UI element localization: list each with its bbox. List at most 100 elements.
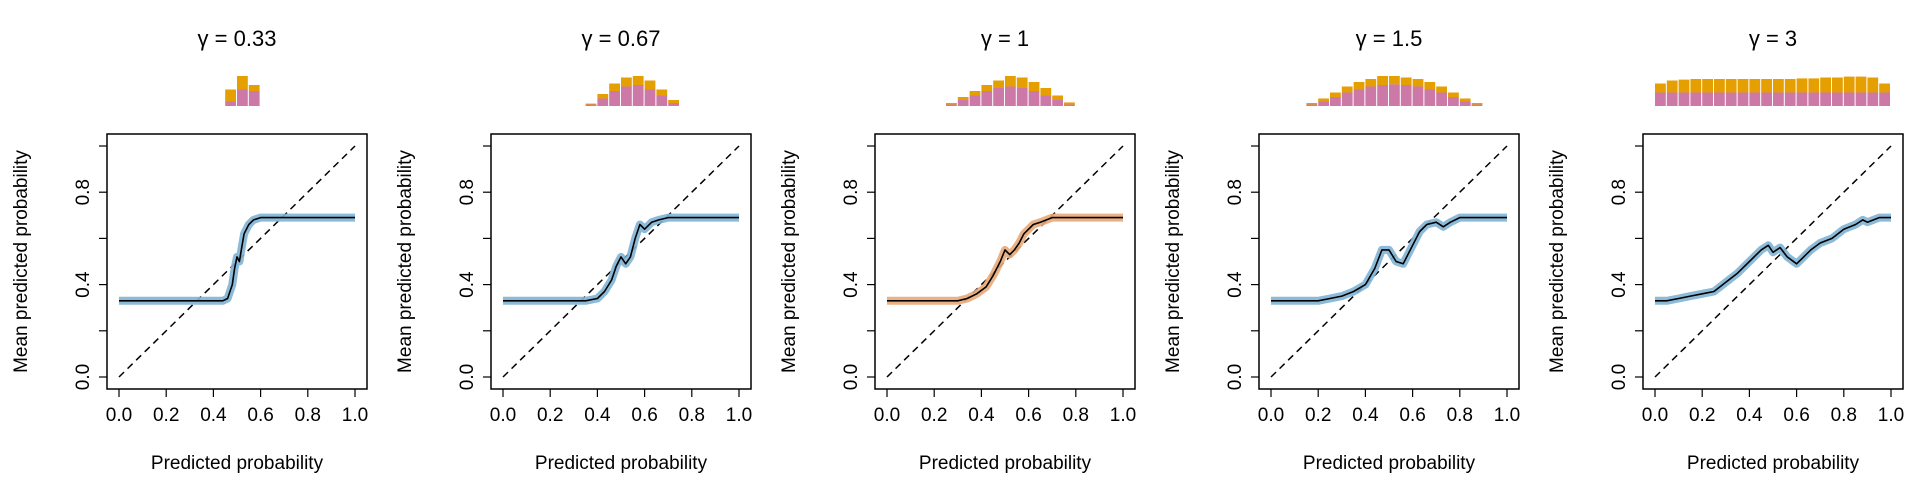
y-tick-label: 0.8 (73, 179, 94, 205)
histogram-bar-top (1005, 76, 1016, 87)
histogram-bar-top (1655, 83, 1666, 93)
histogram-bar-bottom (1459, 101, 1471, 106)
x-tick-label: 0.8 (1831, 405, 1857, 426)
histogram-bar-top (1306, 103, 1318, 105)
histogram-bar-top (1749, 79, 1761, 93)
histogram-bar-top (1737, 79, 1749, 93)
histogram-bar-top (1064, 102, 1075, 105)
histogram-bar-top (609, 83, 620, 91)
histogram-bar-bottom (1412, 86, 1424, 106)
histogram-bar-bottom (1808, 92, 1820, 106)
histogram-bar-bottom (1867, 92, 1879, 106)
x-tick-label: 0.8 (1447, 405, 1473, 426)
histogram-bar-bottom (1436, 92, 1447, 106)
plot-frame (106, 133, 368, 390)
histogram-bar-bottom (1678, 92, 1690, 106)
histogram-bar-bottom (1400, 85, 1412, 106)
histogram-bar-bottom (957, 100, 969, 106)
histogram-bar-top (237, 76, 248, 90)
histogram-bar-top (1855, 76, 1867, 93)
histogram-bar-top (632, 76, 644, 85)
y-tick-label: 0.4 (1609, 271, 1630, 298)
histogram-bar-bottom (1052, 100, 1063, 106)
histogram-bar-bottom (656, 95, 668, 106)
histogram-bar-top (1773, 79, 1784, 93)
histogram-bar-bottom (1005, 86, 1016, 106)
histogram-bar-top (1714, 79, 1725, 93)
y-tick-label: 0.4 (1225, 271, 1246, 298)
x-axis-title: Predicted probability (1687, 453, 1860, 474)
histogram-bar-top (1040, 88, 1052, 96)
y-tick-label: 0.4 (73, 271, 94, 298)
panel-5: γ = 3 0.0 0.2 0.4 0.6 0.8 1.0 0.0 0.4 0.8 Predicte… (1547, 26, 1904, 474)
y-tick-label: 0.0 (73, 364, 94, 390)
y-tick-label: 0.0 (457, 364, 478, 390)
histogram-bar-top (946, 103, 957, 105)
y-tick-label: 0.4 (457, 271, 478, 298)
reference-diagonal (886, 145, 1124, 378)
histogram-bar-bottom (946, 104, 957, 106)
x-tick-label: 0.4 (1352, 405, 1379, 426)
x-axis-title: Predicted probability (919, 453, 1092, 474)
histogram-bar-top (1796, 78, 1808, 93)
x-tick-label: 0.6 (1399, 405, 1425, 426)
calibration-line (1655, 216, 1891, 302)
histogram-bar-bottom (1353, 89, 1365, 106)
histogram-bar-bottom (632, 85, 644, 106)
x-tick-label: 0.2 (153, 405, 179, 426)
panel-title: γ = 3 (1749, 26, 1797, 51)
x-tick-label: 0.4 (968, 405, 995, 426)
plot-frame (874, 133, 1136, 390)
panel-title: γ = 1.5 (1356, 26, 1423, 51)
histogram-bar-bottom (1365, 86, 1377, 106)
histogram-bar-top (585, 103, 597, 105)
histogram-bar-bottom (1879, 92, 1890, 106)
x-tick-label: 0.6 (247, 405, 273, 426)
x-axis-title: Predicted probability (535, 453, 708, 474)
histogram-bar-top (1702, 79, 1713, 93)
histogram-bar-bottom (585, 104, 597, 106)
histogram-bar-top (1879, 83, 1890, 93)
x-axis-title: Predicted probability (1303, 453, 1476, 474)
x-tick-label: 0.6 (1783, 405, 1809, 426)
histogram-bar-top (1424, 82, 1436, 90)
panel-title: γ = 0.67 (582, 26, 661, 51)
reference-diagonal (1654, 145, 1892, 378)
x-tick-label: 0.0 (106, 405, 132, 426)
x-tick-label: 0.0 (874, 405, 900, 426)
panel-title: γ = 0.33 (198, 26, 277, 51)
y-tick-label: 0.8 (457, 179, 478, 205)
x-tick-label: 0.6 (1015, 405, 1041, 426)
x-tick-label: 0.8 (295, 405, 321, 426)
histogram-bar-top (1459, 98, 1471, 102)
histogram-bar-bottom (1040, 95, 1052, 106)
x-tick-label: 1.0 (1494, 405, 1520, 426)
confidence-band (503, 213, 739, 305)
histogram-bar-bottom (237, 89, 248, 106)
histogram-bar-top (621, 77, 632, 87)
histogram-bar-bottom (1318, 101, 1329, 106)
calibration-line (119, 216, 355, 302)
histogram-bar-bottom (1714, 92, 1725, 106)
x-tick-label: 0.0 (1642, 405, 1668, 426)
x-tick-label: 0.2 (537, 405, 563, 426)
y-tick-label: 0.8 (841, 179, 862, 205)
y-axis-title: Mean predicted probability (395, 150, 416, 373)
reference-diagonal (1270, 145, 1508, 378)
y-axis-title: Mean predicted probability (11, 150, 32, 373)
x-tick-label: 0.8 (679, 405, 705, 426)
histogram-bar-bottom (1064, 104, 1075, 106)
histogram-bar-top (1678, 79, 1690, 93)
y-tick-label: 0.0 (1609, 364, 1630, 390)
histogram-bar-top (225, 89, 236, 102)
y-tick-label: 0.0 (841, 364, 862, 390)
x-tick-label: 1.0 (726, 405, 752, 426)
plot-frame (1258, 133, 1520, 390)
x-tick-label: 0.8 (1063, 405, 1089, 426)
histogram-bar-top (1400, 77, 1412, 85)
y-axis-title: Mean predicted probability (779, 150, 800, 373)
histogram-bar-top (656, 89, 668, 96)
histogram-bar-bottom (621, 86, 632, 106)
histogram-bar-top (1353, 82, 1365, 90)
